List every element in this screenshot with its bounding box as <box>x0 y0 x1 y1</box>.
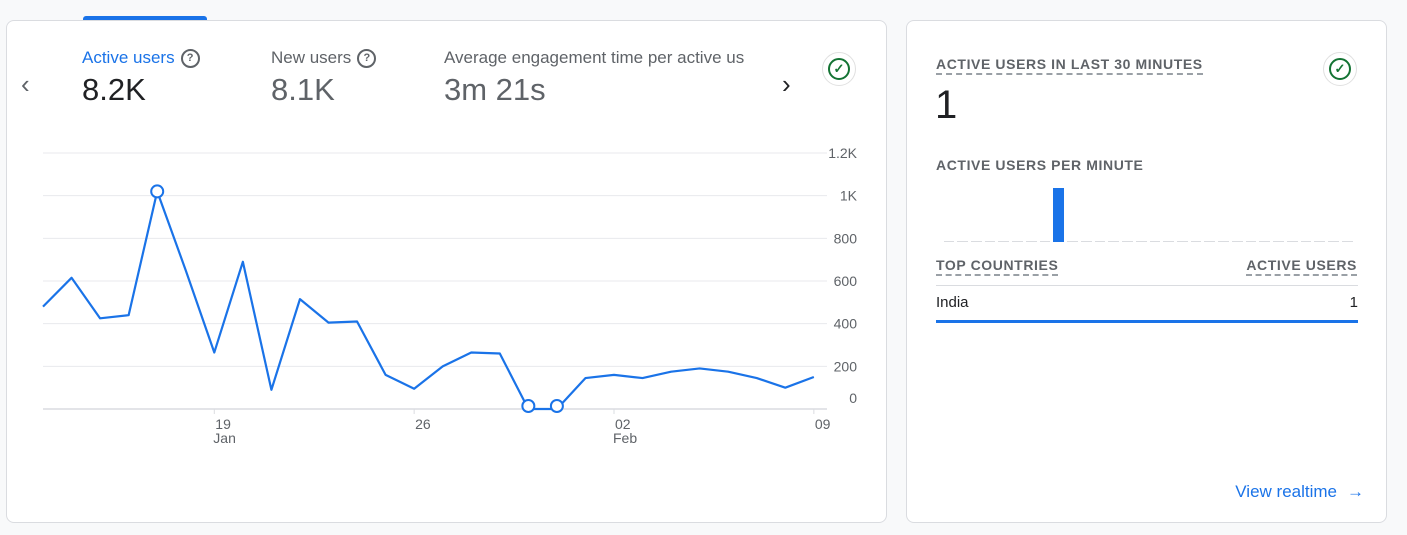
minute-bar[interactable] <box>1314 241 1326 242</box>
metric-tab-engagement-time[interactable]: Average engagement time per active us 3m… <box>444 48 768 108</box>
x-tick-label: 26 <box>415 416 431 432</box>
minute-bar[interactable] <box>1163 241 1174 242</box>
data-point <box>521 399 536 413</box>
minute-bar[interactable] <box>1300 241 1312 242</box>
data-point <box>150 184 165 199</box>
minute-bar[interactable] <box>1149 241 1161 242</box>
minute-bar[interactable] <box>1012 241 1023 242</box>
overview-card: ‹ Active users? 8.2K New users? 8.1K Ave… <box>6 20 887 523</box>
minute-bar[interactable] <box>998 241 1010 242</box>
minute-bar[interactable] <box>1286 241 1298 242</box>
minute-bar[interactable] <box>970 241 982 242</box>
per-minute-bar-chart <box>942 181 1354 242</box>
minute-bar[interactable] <box>1204 241 1216 242</box>
metric-label: New users <box>271 48 352 67</box>
status-check-badge: ✓ <box>1323 52 1357 86</box>
status-check-badge: ✓ <box>822 52 856 86</box>
series-line <box>42 190 815 411</box>
help-icon[interactable]: ? <box>357 48 377 68</box>
x-tick-month: Jan <box>213 430 236 446</box>
y-tick-label: 800 <box>834 230 858 246</box>
country-row[interactable]: India 1 <box>936 294 1358 324</box>
x-tick-label: 09 <box>815 416 831 432</box>
country-share-bar <box>936 320 1358 323</box>
minute-bar[interactable] <box>1135 241 1147 242</box>
x-tick-label: 19 <box>215 416 231 432</box>
arrow-right-icon: → <box>1347 482 1364 501</box>
help-icon[interactable]: ? <box>180 48 200 68</box>
minute-bar[interactable] <box>1176 241 1188 242</box>
minute-bar[interactable] <box>1259 241 1271 242</box>
metric-tab-active-users[interactable]: Active users? 8.2K <box>82 48 200 108</box>
selected-tab-indicator <box>83 16 207 21</box>
realtime-title: ACTIVE USERS IN LAST 30 MINUTES <box>936 56 1203 75</box>
metric-value: 8.2K <box>82 72 146 107</box>
minute-bar[interactable] <box>1122 241 1133 242</box>
check-circle-icon: ✓ <box>828 58 850 80</box>
minute-bar[interactable] <box>1231 241 1243 242</box>
minute-bar[interactable] <box>1328 241 1339 242</box>
country-name: India <box>936 294 969 311</box>
minute-bar[interactable] <box>1053 188 1065 242</box>
view-realtime-link[interactable]: View realtime → <box>1235 482 1364 502</box>
y-tick-label: 1.2K <box>828 145 857 161</box>
y-tick-label: 1K <box>840 188 858 204</box>
minute-bar[interactable] <box>943 241 955 242</box>
per-minute-label: ACTIVE USERS PER MINUTE <box>936 157 1144 173</box>
metric-label: Average engagement time per active us <box>444 48 745 67</box>
divider <box>936 285 1358 286</box>
minute-bar[interactable] <box>1039 241 1051 242</box>
x-tick-label: 02 <box>615 416 631 432</box>
prev-metric-button[interactable]: ‹ <box>21 69 30 99</box>
y-tick-label: 0 <box>849 390 857 406</box>
metric-label: Active users <box>82 48 175 67</box>
country-users: 1 <box>1349 294 1358 311</box>
realtime-card: ACTIVE USERS IN LAST 30 MINUTES ✓ 1 ACTI… <box>906 20 1387 523</box>
y-tick-label: 400 <box>834 316 858 332</box>
view-realtime-label: View realtime <box>1235 482 1337 501</box>
next-metric-button[interactable]: › <box>782 69 791 99</box>
x-tick-month: Feb <box>613 430 637 446</box>
minute-bar[interactable] <box>1094 241 1106 242</box>
y-tick-label: 200 <box>834 358 858 374</box>
minute-bar[interactable] <box>957 241 968 242</box>
minute-bar[interactable] <box>984 241 996 242</box>
minute-bar[interactable] <box>1080 241 1092 242</box>
metric-tab-new-users[interactable]: New users? 8.1K <box>271 48 377 108</box>
metric-value: 8.1K <box>271 72 335 107</box>
top-countries-header[interactable]: TOP COUNTRIES <box>936 257 1059 276</box>
minute-bar[interactable] <box>1341 241 1353 242</box>
check-circle-icon: ✓ <box>1329 58 1351 80</box>
minute-bar[interactable] <box>1108 241 1120 242</box>
minute-bar[interactable] <box>1218 241 1229 242</box>
data-point <box>549 399 564 413</box>
minute-bar[interactable] <box>1067 241 1078 242</box>
minute-bar[interactable] <box>1245 241 1257 242</box>
minute-bar[interactable] <box>1273 241 1284 242</box>
realtime-value: 1 <box>935 83 958 127</box>
metric-value: 3m 21s <box>444 72 546 107</box>
y-tick-label: 600 <box>834 273 858 289</box>
minute-bar[interactable] <box>1025 241 1037 242</box>
minute-bar[interactable] <box>1190 241 1202 242</box>
active-users-header[interactable]: ACTIVE USERS <box>1246 257 1357 276</box>
